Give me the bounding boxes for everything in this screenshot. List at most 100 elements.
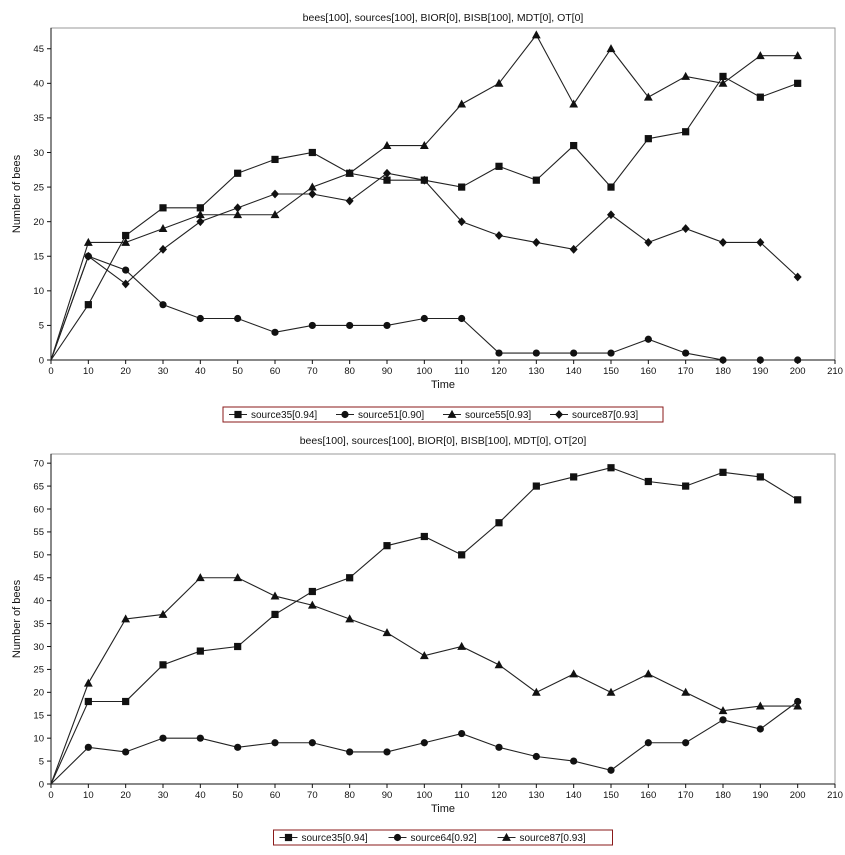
top-x-tick-label: 60 (270, 366, 281, 377)
bottom-legend-marker (502, 832, 511, 841)
bottom-data-point (532, 752, 540, 761)
bottom-x-tick-label: 210 (827, 790, 843, 801)
top-data-point (681, 224, 690, 233)
bottom-data-point (308, 587, 316, 596)
bottom-data-point (756, 725, 764, 733)
bottom-data-point (494, 660, 504, 669)
bottom-data-point (159, 661, 167, 669)
bottom-data-point (234, 642, 242, 651)
top-legend-item-4: source87[0.93] (572, 410, 638, 421)
bottom-data-point (457, 641, 467, 650)
bottom-data-point (196, 734, 204, 742)
top-legend-item-3: source55[0.93] (465, 410, 531, 421)
bottom-data-point (121, 614, 131, 623)
top-data-point (569, 99, 579, 108)
top-series-line-3 (50, 33, 798, 361)
bottom-data-point (570, 757, 578, 765)
top-series-2 (50, 252, 802, 364)
bottom-legend-marker (284, 833, 293, 842)
bottom-data-point (570, 473, 578, 481)
bottom-legend-item-1: source35[0.94] (302, 833, 368, 844)
bottom-data-point (346, 748, 354, 756)
top-data-point (234, 169, 242, 177)
bottom-data-point (495, 519, 503, 527)
bottom-data-point (458, 551, 466, 559)
bottom-data-point (681, 687, 691, 696)
top-data-point (755, 51, 765, 60)
top-data-point (719, 356, 727, 364)
top-y-tick-label: 30 (33, 148, 44, 159)
top-data-point (644, 238, 653, 247)
bottom-data-point (794, 496, 802, 504)
bottom-data-point (682, 482, 690, 490)
bottom-x-tick-label: 180 (715, 790, 731, 801)
top-data-point (794, 356, 802, 364)
bottom-data-point (382, 628, 392, 637)
top-x-tick-label: 180 (715, 366, 731, 377)
top-data-point (383, 176, 391, 184)
top-data-point (793, 272, 802, 282)
bottom-y-tick-label: 35 (33, 619, 44, 630)
bottom-data-point (345, 614, 355, 623)
top-data-point (270, 210, 280, 219)
bottom-legend-box (273, 829, 613, 846)
top-x-tick-label: 0 (48, 366, 53, 377)
bottom-y-tick-label: 30 (33, 642, 44, 653)
bottom-data-point (346, 574, 354, 582)
bottom-data-point (158, 609, 168, 618)
top-chart-svg: bees[100], sources[100], BIOR[0], BISB[1… (11, 12, 843, 423)
bottom-x-tick-label: 130 (528, 790, 544, 801)
top-legend-marker (341, 410, 349, 419)
top-data-point (159, 204, 167, 212)
bottom-x-axis-label: Time (431, 803, 455, 815)
top-data-point (607, 349, 615, 357)
top-data-point (719, 238, 727, 247)
top-data-point (234, 314, 242, 323)
top-data-point (308, 321, 316, 330)
top-data-point (345, 196, 354, 206)
top-x-tick-label: 130 (528, 366, 544, 377)
bottom-x-tick-label: 10 (83, 790, 94, 801)
bottom-x-tick-label: 70 (307, 790, 318, 801)
bottom-data-point (531, 687, 541, 696)
bottom-data-point (793, 701, 803, 710)
bottom-x-tick-label: 170 (678, 790, 694, 801)
top-x-axis-label: Time (431, 379, 455, 391)
bottom-data-point (719, 468, 727, 476)
bottom-data-point (569, 669, 579, 678)
bottom-data-point (233, 573, 243, 582)
bottom-data-point (419, 651, 429, 660)
top-data-point (383, 321, 391, 330)
top-y-tick-label: 10 (33, 286, 44, 297)
bottom-y-tick-label: 25 (33, 665, 44, 676)
bottom-y-axis-label: Number of bees (11, 579, 23, 658)
top-data-point (308, 148, 316, 157)
top-y-axis-label: Number of bees (11, 154, 23, 233)
bottom-data-point (84, 743, 92, 751)
top-data-point (681, 71, 691, 80)
top-legend-marker (555, 410, 563, 419)
top-data-point (196, 314, 204, 323)
top-data-point (271, 189, 279, 199)
top-x-tick-label: 210 (827, 366, 843, 377)
bottom-x-tick-label: 30 (158, 790, 169, 801)
top-data-point (84, 301, 92, 309)
bottom-y-tick-label: 60 (33, 504, 44, 515)
top-data-point (606, 44, 616, 53)
top-data-point (532, 238, 541, 247)
bottom-plot-frame (50, 453, 836, 785)
top-y-tick-label: 15 (33, 252, 44, 263)
bottom-x-tick-label: 110 (454, 790, 469, 801)
top-data-point (719, 72, 727, 81)
bottom-y-tick-label: 5 (39, 756, 44, 767)
top-data-point (159, 301, 167, 309)
top-data-point (532, 349, 540, 357)
bottom-y-tick-label: 70 (33, 458, 44, 469)
top-data-point (83, 237, 93, 246)
bottom-data-point (270, 591, 280, 600)
bottom-x-tick-label: 100 (416, 790, 432, 801)
top-x-tick-label: 50 (232, 366, 243, 377)
bottom-y-tick-label: 65 (33, 481, 44, 492)
bottom-data-point (383, 542, 391, 550)
top-x-tick-label: 70 (307, 366, 318, 377)
